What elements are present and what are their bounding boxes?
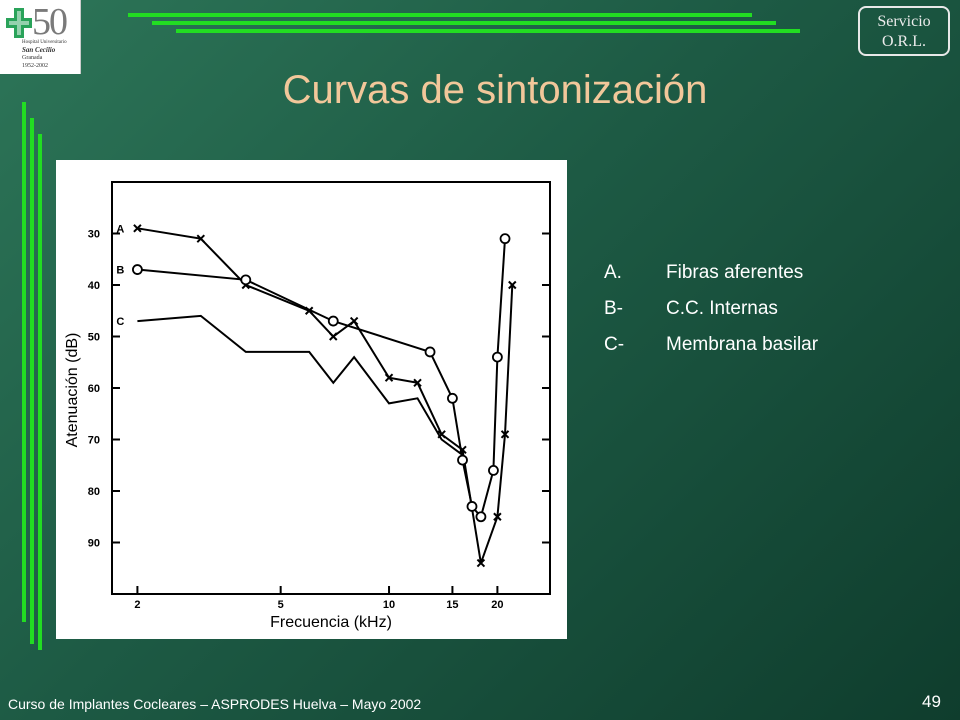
legend-list: A. Fibras aferentes B- C.C. Internas C- … — [604, 262, 904, 370]
legend-key-a: A. — [604, 262, 622, 283]
y-tick-label: 40 — [88, 280, 100, 292]
y-tick-label: 50 — [88, 332, 100, 344]
legend-label-b: C.C. Internas — [666, 298, 778, 319]
decor-line-left-3 — [38, 134, 42, 650]
cross-logo-icon — [6, 8, 32, 38]
badge-line-1: Servicio — [877, 13, 931, 30]
series-label-c: C — [116, 316, 124, 328]
tuning-curves-chart: 30 40 50 60 70 80 90 2 5 10 15 20 A B C Frecuencia (… — [64, 181, 551, 631]
data-point-b — [447, 392, 458, 404]
page-number: 49 — [922, 692, 941, 711]
y-tick-label: 70 — [88, 435, 100, 447]
plot-frame — [111, 181, 551, 595]
series-layer: A B C — [116, 223, 517, 568]
y-tick-label: 60 — [88, 383, 100, 395]
y-axis-ticks: 30 40 50 60 70 80 90 — [88, 229, 550, 550]
y-axis-label: Atenuación (dB) — [64, 333, 81, 448]
data-point-b — [240, 274, 252, 286]
decor-line-top-3 — [176, 29, 800, 33]
data-point-b — [499, 233, 511, 245]
data-point-a — [329, 332, 338, 341]
logo-line-4: 1952-2002 — [22, 63, 48, 69]
logo-line-1: Hospital Universitario — [22, 40, 67, 45]
legend-key-c: C- — [604, 334, 625, 355]
y-tick-label: 30 — [88, 229, 100, 241]
data-point-b — [327, 315, 339, 327]
data-point-b — [491, 351, 503, 363]
x-tick-label: 5 — [278, 599, 284, 611]
decor-line-top-1 — [128, 13, 752, 17]
legend-key-b: B- — [604, 298, 623, 319]
data-point-b — [457, 454, 468, 466]
x-tick-label: 15 — [446, 599, 458, 611]
data-point-a — [476, 558, 486, 568]
x-tick-label: 20 — [491, 599, 503, 611]
legend-item-c: C- Membrana basilar — [604, 334, 904, 370]
footer-text: Curso de Implantes Cocleares – ASPRODES … — [8, 696, 422, 712]
data-point-a — [349, 316, 359, 326]
data-point-a — [384, 373, 394, 382]
data-point-b — [466, 501, 478, 512]
data-point-b — [475, 511, 487, 523]
series-label-b: B — [116, 265, 124, 277]
logo-line-3: Granada — [22, 55, 43, 61]
data-point-a — [413, 378, 422, 388]
data-point-b — [132, 264, 143, 275]
data-point-a — [508, 280, 517, 290]
decor-line-left-1 — [22, 102, 26, 622]
series-label-a: A — [116, 223, 124, 235]
decor-line-top-2 — [152, 21, 776, 25]
legend-item-b: B- C.C. Internas — [604, 298, 904, 334]
series-line-b — [137, 238, 506, 519]
data-point-b — [424, 346, 436, 358]
legend-label-a: Fibras aferentes — [666, 262, 804, 283]
y-tick-label: 80 — [88, 486, 100, 498]
chart-panel: 30 40 50 60 70 80 90 2 5 10 15 20 A B C Frecuencia (… — [56, 160, 567, 639]
data-point-a — [196, 234, 206, 243]
hospital-logo: 50 Hospital Universitario San Cecilio Gr… — [0, 0, 81, 74]
series-line-a — [137, 227, 514, 564]
data-point-a — [133, 224, 142, 233]
data-point-a — [500, 430, 510, 439]
x-tick-label: 10 — [383, 599, 395, 611]
series-line-c — [137, 314, 464, 456]
data-point-b — [488, 464, 499, 476]
data-point-a — [493, 512, 502, 521]
service-badge: Servicio O.R.L. — [858, 6, 950, 56]
badge-line-2: O.R.L. — [882, 33, 926, 50]
legend-label-c: Membrana basilar — [666, 334, 819, 355]
x-tick-label: 2 — [134, 599, 140, 611]
x-axis-ticks: 2 5 10 15 20 — [134, 586, 504, 611]
logo-line-2: San Cecilio — [22, 46, 56, 54]
legend-item-a: A. Fibras aferentes — [604, 262, 904, 298]
decor-line-left-2 — [30, 118, 34, 644]
x-axis-label: Frecuencia (kHz) — [270, 614, 392, 631]
slide-title: Curvas de sintonización — [282, 68, 708, 112]
logo-anniversary-number: 50 — [32, 1, 68, 43]
y-tick-label: 90 — [88, 538, 100, 550]
